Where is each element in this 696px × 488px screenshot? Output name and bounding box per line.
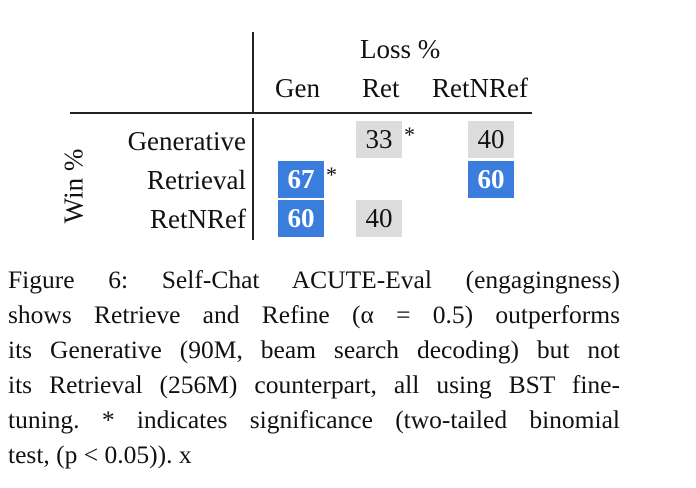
caption-line: tuning. * indicates significance (two-ta… (8, 405, 620, 434)
row-label-retrieval: Retrieval (147, 165, 246, 195)
caption-line: shows Retrieve and Refine (α = 0.5) outp… (8, 300, 620, 329)
caption-line: its Retrieval (256M) counterpart, all us… (8, 370, 620, 399)
col-header-retnref: RetNRef (432, 73, 528, 103)
vertical-rule-top (252, 32, 254, 112)
caption-line: Figure 6: Self-Chat ACUTE-Eval (engaging… (8, 265, 620, 294)
caption-line: test, (p < 0.05)). x (8, 440, 192, 469)
row-label-retnref: RetNRef (150, 204, 246, 234)
col-header-gen: Gen (275, 73, 320, 103)
cell-generative-vs-retnref: 40 (468, 121, 514, 158)
loss-percent-header: Loss % (360, 34, 441, 64)
cell-retrieval-vs-retnref: 60 (468, 161, 514, 198)
cell-generative-vs-ret: 33 (356, 121, 402, 158)
significance-star: * (326, 162, 337, 187)
figure-caption: Figure 6: Self-Chat ACUTE-Eval (engaging… (8, 262, 620, 472)
col-header-ret: Ret (362, 73, 400, 103)
vertical-rule-body (252, 118, 254, 240)
cell-retnref-vs-ret: 40 (356, 200, 402, 237)
cell-retnref-vs-gen: 60 (278, 200, 324, 237)
win-percent-label: Win % (58, 148, 89, 224)
row-label-generative: Generative (127, 126, 246, 156)
horizontal-rule (70, 112, 532, 114)
cell-retrieval-vs-gen: 67 (278, 161, 324, 198)
caption-line: its Generative (90M, beam search decodin… (8, 335, 620, 364)
significance-star: * (404, 122, 415, 147)
